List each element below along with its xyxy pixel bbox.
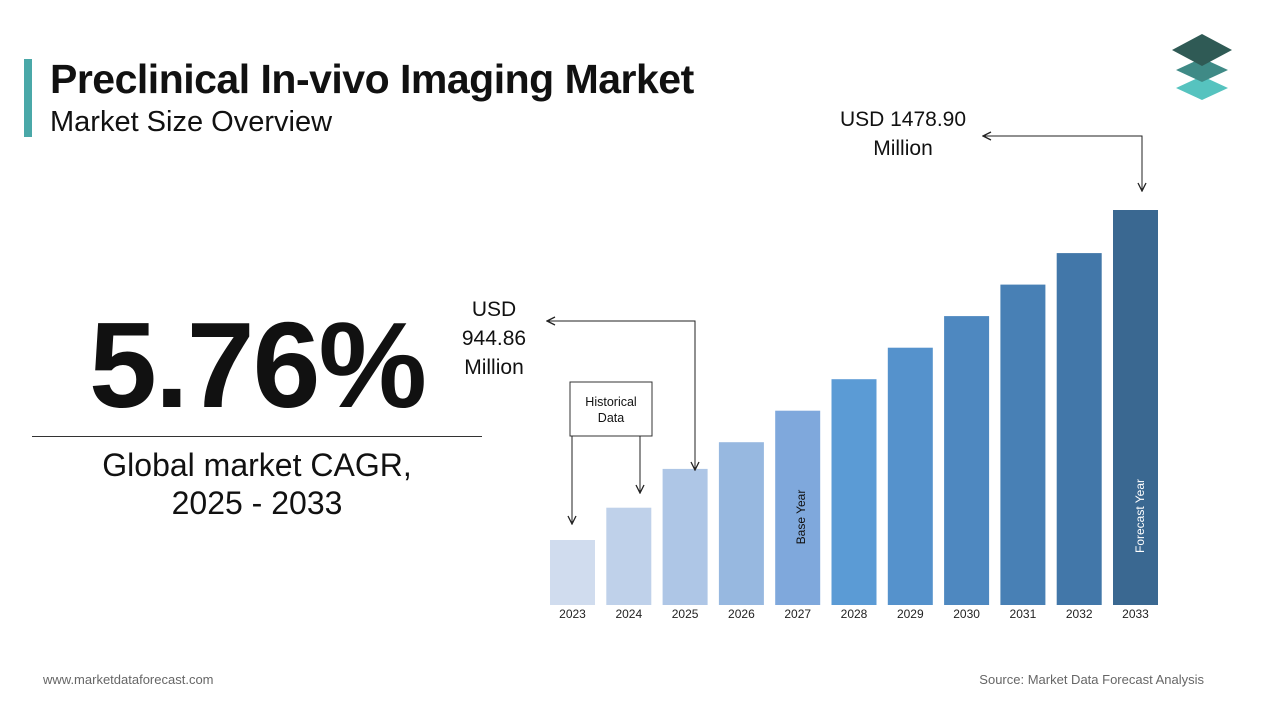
page-title: Preclinical In-vivo Imaging Market [50,56,694,102]
x-tick-label: 2030 [953,607,980,621]
bar-2024 [606,507,652,605]
end-value-line1: USD 1478.90 [840,108,966,131]
start-value-line1: USD [472,298,516,321]
forecast-year-label: Forecast Year [1133,479,1147,553]
bar-2025 [662,468,708,605]
bar-2028 [831,379,877,605]
x-tick-label: 2028 [841,607,868,621]
page-subtitle: Market Size Overview [50,106,333,138]
x-tick-label: 2032 [1066,607,1093,621]
cagr-label-line2: 2025 - 2033 [171,485,343,521]
cagr-value: 5.76% [89,297,427,433]
bar-2033 [1113,210,1158,605]
cagr-label: Global market CAGR, 2025 - 2033 [32,446,482,522]
bar-2026 [718,442,764,605]
historical-data-box [569,381,653,437]
bar-2027 [775,410,821,605]
bar-2031 [1000,284,1046,605]
x-tick-label: 2027 [784,607,811,621]
layers-logo-icon [1172,34,1232,100]
x-tick-label: 2031 [1010,607,1037,621]
end-value-line2: Million [873,137,933,160]
bar-2030 [944,316,990,605]
x-tick-label: 2033 [1122,607,1149,621]
bar-2029 [887,347,933,605]
cagr-label-line1: Global market CAGR, [102,447,412,483]
x-tick-label: 2023 [559,607,586,621]
accent-bar [24,59,32,137]
bar-2032 [1056,253,1102,605]
divider [32,436,482,437]
x-tick-label: 2024 [615,607,642,621]
footer-website: www.marketdataforecast.com [43,672,214,687]
x-tick-label: 2029 [897,607,924,621]
end-value-arrow [983,136,1142,191]
bar-2023 [550,540,595,605]
start-value-line3: Million [464,356,524,379]
base-year-label: Base Year [794,490,808,545]
footer-source: Source: Market Data Forecast Analysis [979,672,1204,687]
start-value-arrow [547,321,695,470]
start-value-line2: 944.86 [462,327,526,350]
historical-label-line1: Historical [585,395,636,409]
historical-label-line2: Data [598,411,624,425]
x-tick-label: 2025 [672,607,699,621]
x-tick-label: 2026 [728,607,755,621]
